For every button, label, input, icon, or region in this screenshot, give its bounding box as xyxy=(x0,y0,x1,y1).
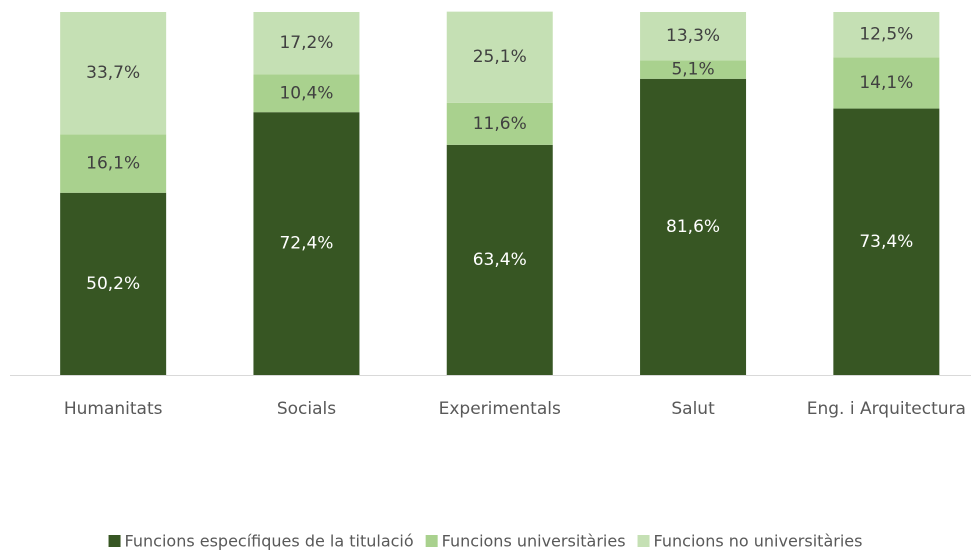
bar-segment xyxy=(446,102,553,145)
legend-swatch xyxy=(637,535,650,547)
bar-segment xyxy=(253,74,360,113)
data-label: 63,4% xyxy=(473,250,527,270)
data-label: 16,1% xyxy=(86,154,140,174)
data-label: 12,5% xyxy=(859,25,913,45)
bar-segment xyxy=(640,12,747,61)
bar-segment xyxy=(446,11,553,103)
data-label: 17,2% xyxy=(279,33,333,53)
bar-segment xyxy=(60,192,167,375)
data-label: 73,4% xyxy=(859,232,913,252)
data-label: 14,1% xyxy=(859,73,913,93)
bar-segment xyxy=(253,112,360,376)
bar-segment xyxy=(253,12,360,75)
data-label: 13,3% xyxy=(666,26,720,46)
bar-segment xyxy=(833,12,940,58)
bar-segment xyxy=(640,60,747,79)
x-tick-label: Salut xyxy=(671,399,715,419)
legend-swatch xyxy=(108,535,121,547)
bar-segment xyxy=(60,134,167,193)
bar-segment xyxy=(833,57,940,109)
data-label: 10,4% xyxy=(279,83,333,103)
bar-segment xyxy=(833,108,940,376)
bar-segment xyxy=(446,144,553,375)
bar-segment xyxy=(640,78,747,376)
data-label: 5,1% xyxy=(671,60,714,80)
x-tick-label: Humanitats xyxy=(64,399,163,419)
bar-segment xyxy=(60,12,167,135)
legend-label: Funcions específiques de la titulació xyxy=(125,532,414,550)
data-label: 25,1% xyxy=(473,47,527,67)
data-label: 50,2% xyxy=(86,274,140,294)
legend-swatch xyxy=(425,535,438,547)
legend-label: Funcions no universitàries xyxy=(654,532,863,550)
legend-label: Funcions universitàries xyxy=(442,532,626,550)
x-tick-label: Eng. i Arquitectura xyxy=(807,399,966,419)
data-label: 33,7% xyxy=(86,63,140,83)
data-label: 72,4% xyxy=(279,234,333,254)
data-label: 11,6% xyxy=(473,114,527,134)
x-tick-label: Experimentals xyxy=(439,399,561,419)
x-tick-label: Socials xyxy=(277,399,336,419)
data-label: 81,6% xyxy=(666,217,720,237)
